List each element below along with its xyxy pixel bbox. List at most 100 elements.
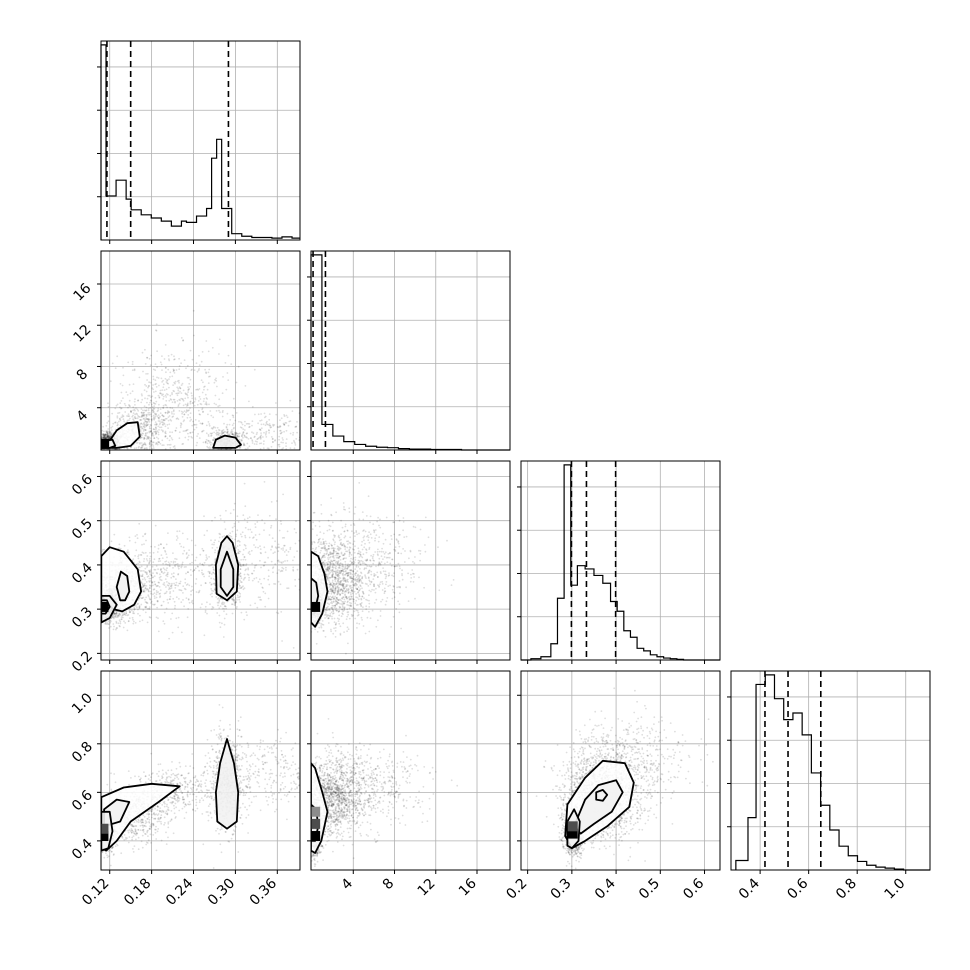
sample-point [211, 544, 213, 546]
sample-point [150, 400, 152, 402]
sample-point [240, 581, 242, 583]
sample-point [137, 613, 139, 615]
sample-point [205, 606, 207, 608]
sample-point [246, 563, 248, 565]
sample-point [264, 413, 266, 415]
sample-point [249, 516, 251, 518]
sample-point [130, 393, 132, 395]
sample-point [224, 624, 226, 626]
sample-point [294, 579, 296, 581]
sample-point [145, 363, 147, 365]
histogram-bin [344, 442, 349, 450]
sample-point [181, 443, 183, 445]
sample-point [186, 597, 188, 599]
sample-point [222, 376, 224, 378]
sample-point [203, 398, 205, 400]
sample-point [165, 405, 167, 407]
histogram-bin [131, 210, 136, 240]
sample-point [267, 579, 269, 581]
sample-point [247, 569, 249, 571]
sample-point [102, 550, 104, 552]
sample-point [150, 437, 152, 439]
sample-point [196, 442, 198, 444]
sample-point [145, 552, 147, 554]
sample-point [245, 568, 247, 570]
histogram-panel-0 [97, 41, 300, 240]
sample-point [170, 398, 172, 400]
sample-point [249, 445, 251, 447]
sample-point [218, 398, 220, 400]
sample-point [127, 630, 129, 632]
sample-point [117, 417, 119, 419]
sample-point [231, 538, 233, 540]
sample-point [127, 614, 129, 616]
sample-point [144, 599, 146, 601]
sample-point [171, 393, 173, 395]
sample-point [142, 619, 144, 621]
sample-point [273, 431, 275, 433]
sample-point [182, 416, 184, 418]
sample-point [222, 416, 224, 418]
sample-point [211, 593, 213, 595]
sample-point [279, 419, 281, 421]
sample-point [175, 578, 177, 580]
sample-point [181, 392, 183, 394]
sample-point [272, 424, 274, 426]
sample-point [263, 565, 265, 567]
sample-point [278, 581, 280, 583]
sample-point [190, 403, 192, 405]
sample-point [158, 434, 160, 436]
sample-point [281, 570, 283, 572]
sample-point [242, 437, 244, 439]
sample-point [213, 583, 215, 585]
sample-point [148, 591, 150, 593]
sample-point [240, 533, 242, 535]
histogram-bin [207, 209, 212, 240]
sample-point [131, 610, 133, 612]
sample-point [140, 426, 142, 428]
sample-point [110, 433, 112, 435]
sample-point [149, 558, 151, 560]
sample-point [223, 608, 225, 610]
sample-point [227, 379, 229, 381]
sample-point [240, 564, 242, 566]
sample-point [272, 537, 274, 539]
sample-point [290, 447, 292, 449]
sample-point [187, 583, 189, 585]
sample-point [122, 397, 124, 399]
sample-point [290, 433, 292, 435]
sample-point [153, 552, 155, 554]
sample-point [172, 567, 174, 569]
sample-point [123, 415, 125, 417]
sample-point [209, 440, 211, 442]
sample-point [173, 590, 175, 592]
sample-point [295, 444, 297, 446]
sample-point [163, 405, 165, 407]
sample-point [137, 417, 139, 419]
sample-point [144, 397, 146, 399]
sample-point [129, 384, 131, 386]
sample-point [245, 537, 247, 539]
sample-point [150, 444, 152, 446]
sample-point [251, 563, 253, 565]
sample-point [201, 603, 203, 605]
sample-point [238, 521, 240, 523]
sample-point [160, 569, 162, 571]
sample-point [253, 570, 255, 572]
sample-point [154, 558, 156, 560]
sample-point [150, 556, 152, 558]
sample-point [203, 576, 205, 578]
sample-point [207, 414, 209, 416]
sample-point [229, 535, 231, 537]
sample-point [184, 578, 186, 580]
sample-point [134, 398, 136, 400]
sample-point [177, 394, 179, 396]
sample-point [229, 532, 231, 534]
sample-point [142, 410, 144, 412]
sample-point [182, 411, 184, 413]
sample-point [125, 405, 127, 407]
sample-point [236, 382, 238, 384]
sample-point [151, 448, 153, 450]
sample-point [286, 438, 288, 440]
sample-point [196, 424, 198, 426]
